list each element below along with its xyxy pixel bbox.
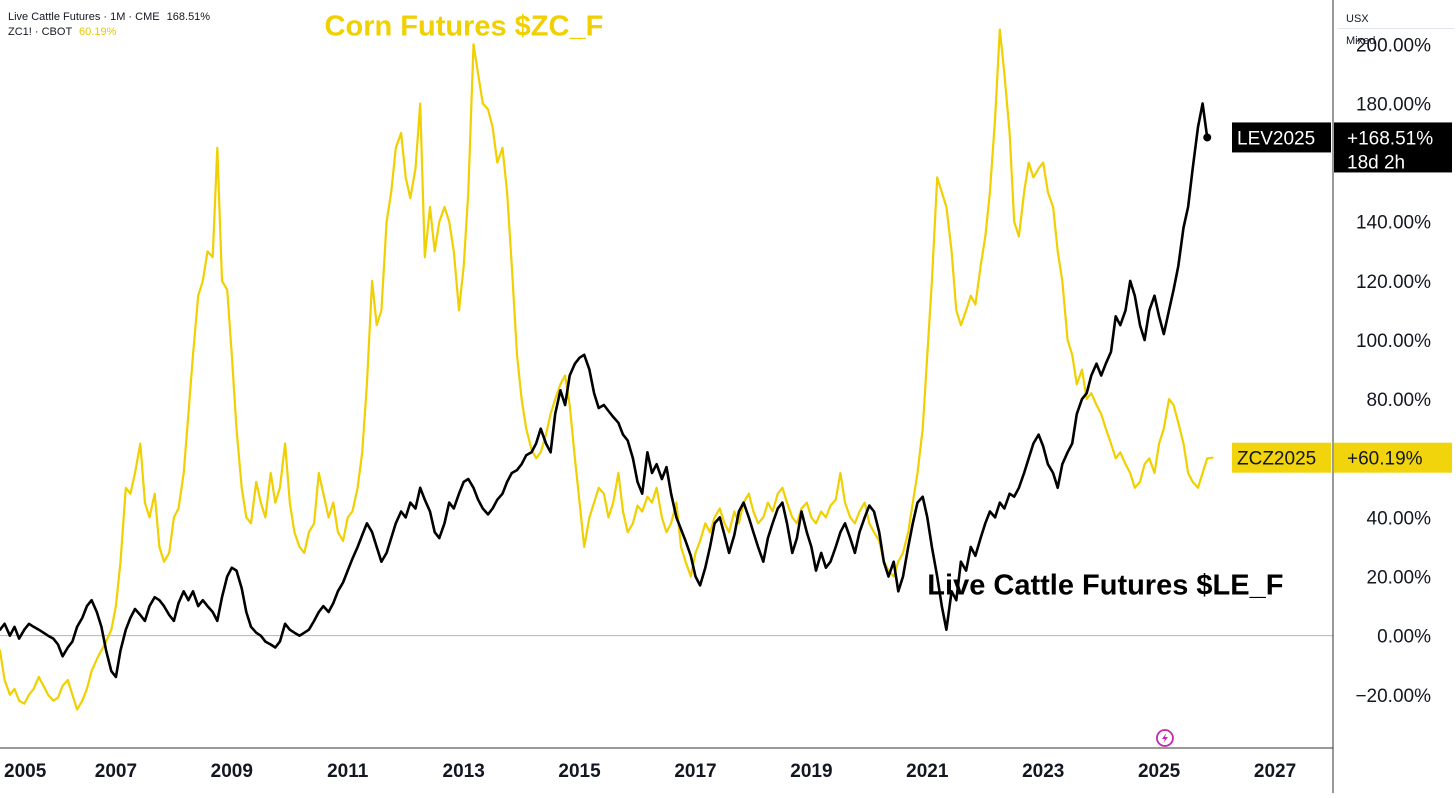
chart-annotation-2: Live Cattle Futures $LE_F — [927, 569, 1283, 601]
price-tag-zcz2025-value-line: +60.19% — [1347, 449, 1423, 470]
x-tick-label: 2013 — [443, 761, 485, 782]
y-tick-label: −20.00% — [1355, 686, 1431, 707]
series-last-point-lev2025 — [1203, 133, 1212, 142]
series-line-zcz2025[interactable] — [0, 28, 1214, 711]
price-tag-lev2025-name-box — [1232, 122, 1331, 153]
y-tick-label: 40.00% — [1367, 508, 1432, 529]
x-tick-label: 2027 — [1254, 761, 1296, 782]
price-tag-zcz2025-value-box — [1334, 442, 1452, 473]
y-tick-label: 120.00% — [1356, 272, 1431, 293]
y-tick-label: 140.00% — [1356, 213, 1431, 234]
x-tick-label: 2007 — [95, 761, 137, 782]
x-tick-label: 2025 — [1138, 761, 1181, 782]
price-tag-lev2025-value-line: +168.51% — [1347, 128, 1433, 149]
price-tag-zcz2025-name: ZCZ2025 — [1237, 449, 1316, 470]
chart-annotation-1: Corn Futures $ZC_F — [325, 10, 604, 42]
legend-corn[interactable]: ZC1! · CBOT 60.19% — [8, 25, 116, 40]
legend-corn-label: ZC1! · CBOT — [8, 26, 72, 38]
y-tick-label: 0.00% — [1377, 627, 1431, 648]
x-tick-label: 2005 — [4, 761, 47, 782]
x-tick-label: 2009 — [211, 761, 253, 782]
event-icon-bolt — [1161, 733, 1168, 743]
price-tag-zcz2025[interactable]: ZCZ2025 +60.19% — [1232, 442, 1452, 473]
price-scale-currency[interactable]: USX — [1338, 9, 1454, 29]
y-tick-label: 180.00% — [1356, 94, 1431, 115]
x-tick-label: 2011 — [327, 761, 369, 782]
legend-cattle[interactable]: Live Cattle Futures · 1M · CME 168.51% — [8, 10, 210, 25]
y-tick-label: 200.00% — [1356, 35, 1431, 56]
legend-cattle-value: 168.51% — [166, 11, 211, 23]
series-line-lev2025[interactable] — [0, 102, 1209, 679]
price-tag-lev2025-value-line: 18d 2h — [1347, 152, 1405, 173]
x-tick-label: 2021 — [906, 761, 949, 782]
price-tag-lev2025-value-box — [1334, 122, 1452, 173]
x-tick-label: 2019 — [790, 761, 832, 782]
x-tick-label: 2017 — [674, 761, 716, 782]
price-tag-lev2025[interactable]: LEV2025 +168.51% 18d 2h — [1232, 122, 1452, 173]
y-tick-label: 20.00% — [1367, 568, 1432, 589]
x-tick-label: 2023 — [1022, 761, 1064, 782]
price-scale-mode[interactable]: Mixed — [1346, 35, 1376, 47]
legend-corn-value: 60.19% — [79, 26, 117, 38]
y-tick-label: 100.00% — [1356, 331, 1431, 352]
y-tick-label: 80.00% — [1367, 390, 1432, 411]
x-tick-label: 2015 — [558, 761, 601, 782]
price-tag-zcz2025-name-box — [1232, 442, 1331, 473]
event-lightning-icon[interactable] — [1156, 729, 1174, 747]
price-tag-lev2025-name: LEV2025 — [1237, 128, 1315, 149]
legend-cattle-label: Live Cattle Futures · 1M · CME — [8, 11, 160, 23]
